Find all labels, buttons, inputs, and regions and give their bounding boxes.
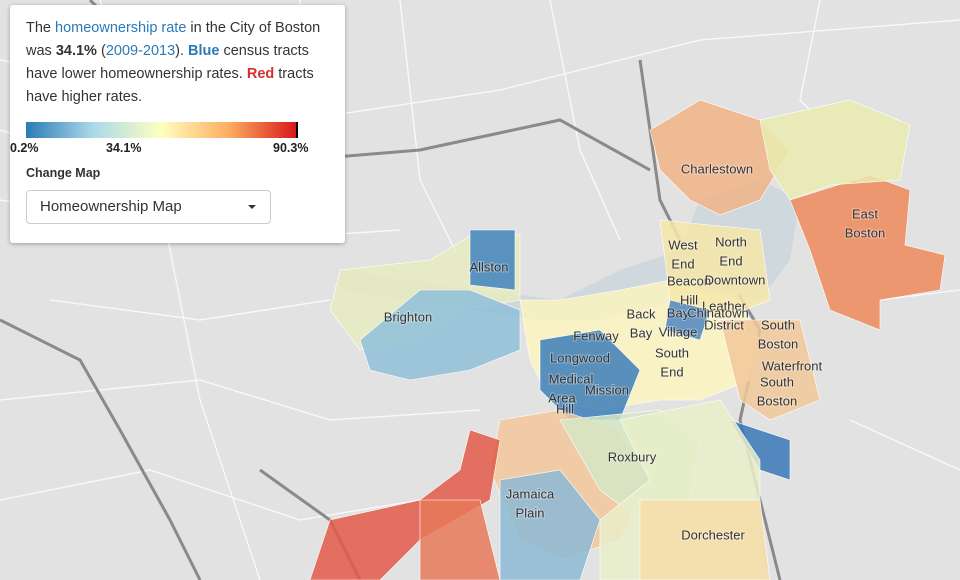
- place-label: District: [704, 317, 744, 332]
- place-label: Charlestown: [681, 161, 753, 176]
- place-label: Plain: [516, 505, 545, 520]
- text: ).: [175, 43, 189, 59]
- info-panel: The homeownership rate in the City of Bo…: [10, 5, 345, 243]
- map-select[interactable]: Homeownership Map: [26, 190, 271, 224]
- text: census tracts have lower homeownership r…: [26, 43, 309, 82]
- link[interactable]: 2009-2013: [105, 43, 176, 59]
- place-label: Waterfront: [762, 358, 823, 373]
- place-label: End: [660, 364, 683, 379]
- place-label: Longwood: [550, 350, 610, 365]
- blue-word: Blue: [188, 43, 220, 59]
- tracts: [309, 99, 946, 580]
- rate: 34.1%: [55, 43, 97, 59]
- place-label: Brighton: [384, 309, 432, 324]
- place-label: Mission: [585, 382, 629, 397]
- place-label: Fenway: [573, 328, 619, 343]
- place-label: Dorchester: [681, 527, 745, 542]
- place-label: Roxbury: [608, 449, 657, 464]
- place-label: South: [761, 317, 795, 332]
- place-label: West: [668, 237, 698, 252]
- place-label: Jamaica: [506, 486, 555, 501]
- text: The: [26, 20, 56, 36]
- place-label: Leather: [702, 298, 747, 313]
- place-label: Hill: [680, 292, 698, 307]
- place-label: South: [655, 345, 689, 360]
- place-label: End: [719, 253, 742, 268]
- change-map-label: Change Map: [26, 166, 101, 180]
- legend-max: 90.3%: [273, 141, 309, 155]
- place-label: North: [715, 234, 747, 249]
- legend-min: 0.2%: [10, 141, 39, 155]
- place-label: Downtown: [705, 272, 766, 287]
- place-label: Chinatown: [687, 305, 748, 320]
- text: (: [96, 43, 106, 59]
- place-label: Allston: [469, 259, 508, 274]
- place-label: Village: [659, 324, 698, 339]
- legend-mid: 34.1%: [106, 141, 142, 155]
- place-label: Back: [627, 306, 656, 321]
- place-label: Boston: [845, 225, 885, 240]
- place-label: East: [852, 206, 878, 221]
- text: tracts have higher rates.: [26, 66, 314, 105]
- link[interactable]: homeownership rate: [55, 20, 187, 36]
- place-label: Boston: [757, 393, 797, 408]
- legend-gradient: [26, 122, 298, 138]
- place-label: Bay: [630, 325, 653, 340]
- place-label: Boston: [758, 336, 798, 351]
- place-label: Beacon: [667, 273, 711, 288]
- text: in the City of Boston was: [26, 20, 321, 59]
- place-label: Area: [548, 390, 576, 405]
- place-label: South: [760, 374, 794, 389]
- place-label: Bay: [667, 305, 690, 320]
- red-word: Red: [246, 66, 275, 82]
- place-label: End: [671, 256, 694, 271]
- place-label: Medical: [549, 371, 594, 386]
- place-label: Hill: [556, 401, 574, 416]
- intro-text: The homeownership rate in the City of Bo…: [26, 17, 331, 109]
